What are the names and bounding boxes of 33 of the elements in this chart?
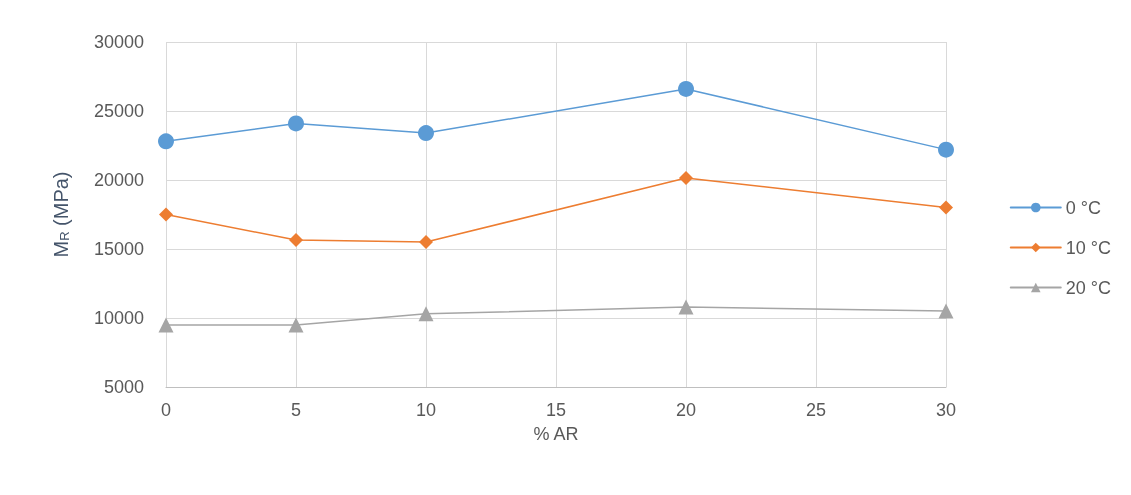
point [418, 125, 434, 142]
y-tick-label: 25000 [93, 101, 144, 121]
x-tick-label: 20 [675, 400, 697, 420]
point [678, 299, 694, 315]
y-tick-label: 20000 [93, 170, 144, 190]
point [289, 233, 303, 248]
x-tick-label: 0 [160, 400, 172, 420]
y-tick-label: 5000 [103, 377, 144, 397]
point [938, 303, 954, 319]
point [679, 170, 693, 185]
y-tick-label: 15000 [93, 239, 144, 259]
x-axis-title: % AR [533, 424, 579, 444]
x-tick-label: 25 [805, 400, 827, 420]
point [158, 317, 174, 333]
y-axis-title: MR (MPa) [49, 171, 72, 258]
x-tick-label: 30 [935, 400, 957, 420]
point [678, 80, 694, 97]
x-tick-label: 10 [415, 400, 437, 420]
point [418, 306, 434, 322]
point [288, 115, 304, 132]
point [288, 317, 304, 333]
legend-label: 10 °C [1065, 237, 1112, 258]
point [939, 200, 953, 215]
legend-label: 20 °C [1065, 277, 1112, 298]
legend-label: 0 °C [1065, 197, 1101, 218]
x-tick-label: 5 [290, 400, 302, 420]
point [419, 235, 433, 250]
y-tick-label: 30000 [93, 32, 144, 52]
point [159, 207, 173, 222]
x-tick-label: 15 [545, 400, 567, 420]
point [158, 133, 174, 150]
y-tick-label: 10000 [93, 308, 144, 328]
point [938, 141, 954, 158]
